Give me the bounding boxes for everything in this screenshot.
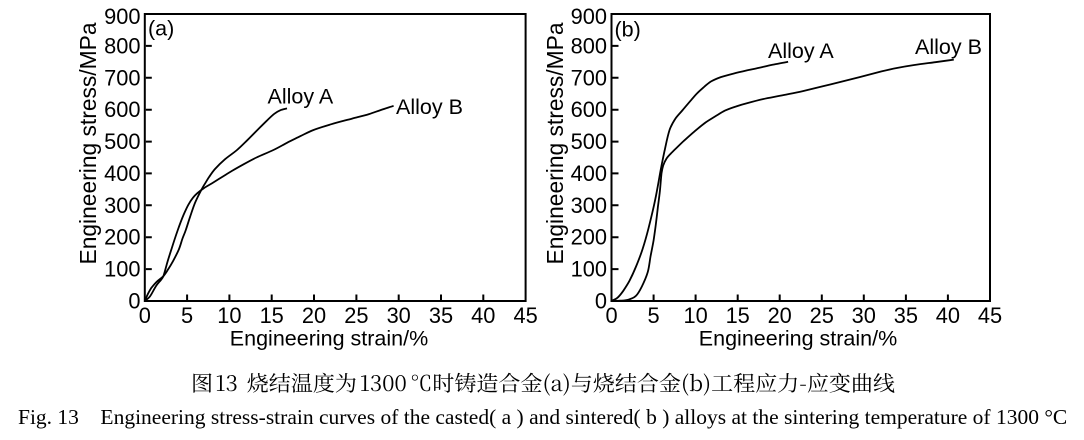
svg-text:Engineering stress/MPa: Engineering stress/MPa [75,22,101,264]
svg-text:15: 15 [260,303,284,328]
svg-text:Fig. 13 Engineering stress-str: Fig. 13 Engineering stress-strain curves… [18,405,1067,429]
svg-text:200: 200 [104,225,140,250]
svg-text:900: 900 [571,4,607,29]
svg-text:800: 800 [104,33,140,58]
svg-text:40: 40 [936,303,960,328]
svg-text:15: 15 [726,303,750,328]
svg-text:Alloy A: Alloy A [768,39,834,63]
svg-text:5: 5 [181,303,193,328]
svg-text:Alloy B: Alloy B [915,35,982,59]
svg-text:10: 10 [217,303,241,328]
svg-text:700: 700 [571,65,607,90]
svg-text:0: 0 [595,289,607,314]
svg-text:600: 600 [104,97,140,122]
svg-text:Engineering strain/%: Engineering strain/% [699,327,897,351]
svg-text:Engineering stress/MPa: Engineering stress/MPa [542,22,568,264]
svg-text:5: 5 [648,303,660,328]
svg-text:300: 300 [104,193,140,218]
svg-text:Alloy B: Alloy B [396,95,463,119]
svg-text:100: 100 [571,257,607,282]
svg-text:800: 800 [571,33,607,58]
svg-text:45: 45 [978,303,1002,328]
svg-text:(a): (a) [148,17,174,41]
svg-text:Alloy A: Alloy A [268,85,334,109]
svg-text:35: 35 [429,303,453,328]
svg-text:200: 200 [571,225,607,250]
svg-text:500: 500 [104,129,140,154]
svg-text:300: 300 [571,193,607,218]
svg-text:30: 30 [387,303,411,328]
svg-text:500: 500 [571,129,607,154]
svg-text:25: 25 [810,303,834,328]
svg-text:Engineering strain/%: Engineering strain/% [230,327,428,351]
svg-text:(b): (b) [615,18,641,42]
svg-text:900: 900 [104,4,140,29]
svg-text:0: 0 [139,303,151,328]
svg-text:20: 20 [768,303,792,328]
svg-text:25: 25 [344,303,368,328]
svg-text:100: 100 [104,257,140,282]
svg-text:45: 45 [513,303,537,328]
svg-text:600: 600 [571,97,607,122]
svg-text:35: 35 [894,303,918,328]
svg-text:0: 0 [605,303,617,328]
svg-text:400: 400 [104,161,140,186]
svg-text:700: 700 [104,65,140,90]
svg-text:40: 40 [471,303,495,328]
svg-text:400: 400 [571,161,607,186]
svg-text:10: 10 [683,303,707,328]
svg-text:30: 30 [852,303,876,328]
svg-text:0: 0 [128,289,140,314]
svg-text:20: 20 [302,303,326,328]
